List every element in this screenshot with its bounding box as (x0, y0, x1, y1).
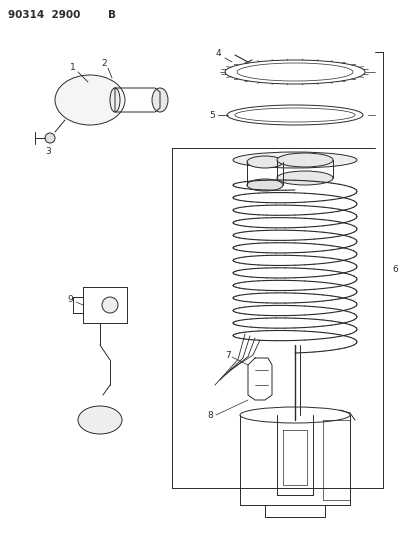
Text: 9: 9 (67, 295, 73, 304)
Ellipse shape (247, 179, 283, 191)
Text: 2: 2 (101, 60, 107, 69)
Text: 1: 1 (70, 63, 76, 72)
Text: B: B (108, 10, 116, 20)
Ellipse shape (152, 88, 168, 112)
Ellipse shape (277, 171, 333, 185)
Ellipse shape (277, 153, 333, 167)
Text: 6: 6 (392, 265, 398, 274)
Ellipse shape (247, 156, 283, 168)
Ellipse shape (233, 152, 357, 168)
Ellipse shape (110, 88, 120, 112)
Ellipse shape (55, 75, 125, 125)
Circle shape (45, 133, 55, 143)
Text: 90314  2900: 90314 2900 (8, 10, 80, 20)
Text: 8: 8 (207, 410, 213, 419)
Text: 5: 5 (209, 110, 215, 119)
Circle shape (102, 297, 118, 313)
Text: 7: 7 (225, 351, 231, 359)
Text: 4: 4 (215, 50, 221, 59)
Ellipse shape (78, 406, 122, 434)
Text: 3: 3 (45, 148, 51, 157)
